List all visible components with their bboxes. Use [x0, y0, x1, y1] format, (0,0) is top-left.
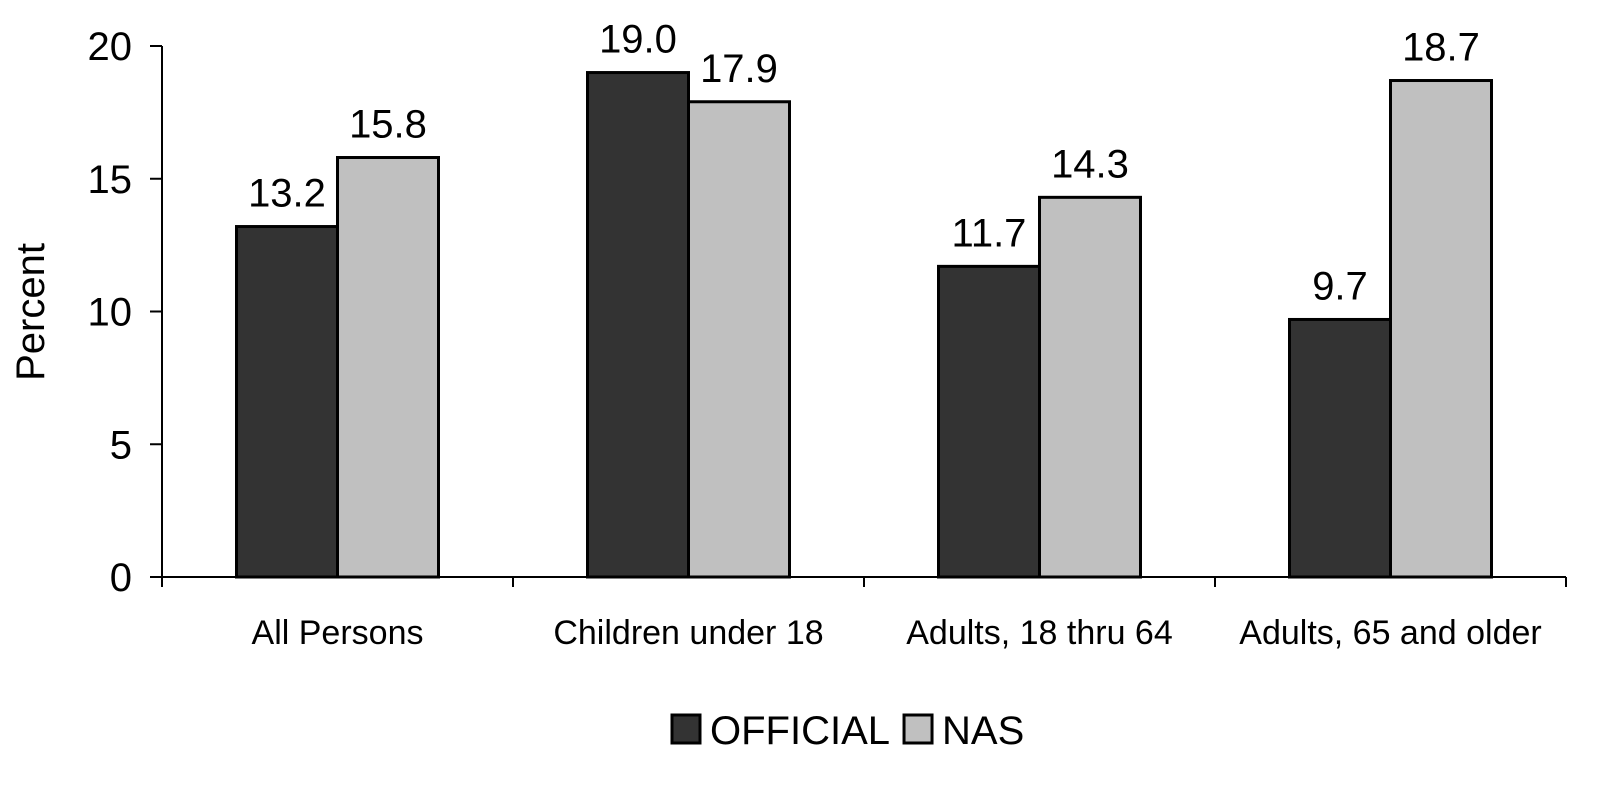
bar-nas-2 [1038, 195, 1142, 579]
legend-swatch-official [670, 713, 702, 745]
bar-nas-0 [336, 156, 440, 579]
legend-label-nas: NAS [942, 709, 1024, 753]
bar-official-0 [235, 225, 339, 579]
data-label-official-0: 13.2 [248, 172, 326, 216]
bar-official-1 [586, 71, 690, 579]
bar-official-2 [937, 264, 1041, 579]
data-label-nas-2: 14.3 [1051, 142, 1129, 186]
bar-nas-3 [1389, 79, 1493, 579]
y-tick-label: 5 [110, 423, 132, 467]
x-axis: All Persons Children under 18 Adults, 18 t… [161, 576, 1567, 652]
data-label-official-2: 11.7 [952, 211, 1027, 255]
data-label-official-1: 19.0 [599, 18, 677, 62]
y-tick-label: 20 [88, 25, 133, 69]
data-label-nas-3: 18.7 [1402, 26, 1480, 70]
legend-label-official: OFFICIAL [710, 709, 890, 753]
y-axis: 0 5 10 15 20 [88, 25, 163, 600]
y-axis-title: Percent [9, 243, 53, 381]
data-label-nas-1: 17.9 [700, 47, 778, 91]
data-label-nas-0: 15.8 [349, 103, 427, 147]
x-category-label: Children under 18 [553, 614, 823, 652]
x-category-label: Adults, 65 and older [1239, 614, 1541, 652]
x-category-label: All Persons [252, 614, 424, 652]
y-tick-label: 15 [88, 158, 133, 202]
legend-swatch-nas [902, 713, 934, 745]
bar-nas-1 [687, 100, 791, 579]
data-labels: 13.2 19.0 11.7 9.7 15.8 17.9 14.3 18.7 [248, 18, 1480, 309]
bar-official-3 [1288, 317, 1392, 579]
y-tick-label: 10 [88, 291, 133, 335]
x-category-label: Adults, 18 thru 64 [906, 614, 1173, 652]
bars [235, 71, 1493, 579]
y-tick-label: 0 [110, 556, 132, 600]
legend: OFFICIAL NAS [670, 709, 1024, 753]
data-label-official-3: 9.7 [1312, 264, 1368, 308]
